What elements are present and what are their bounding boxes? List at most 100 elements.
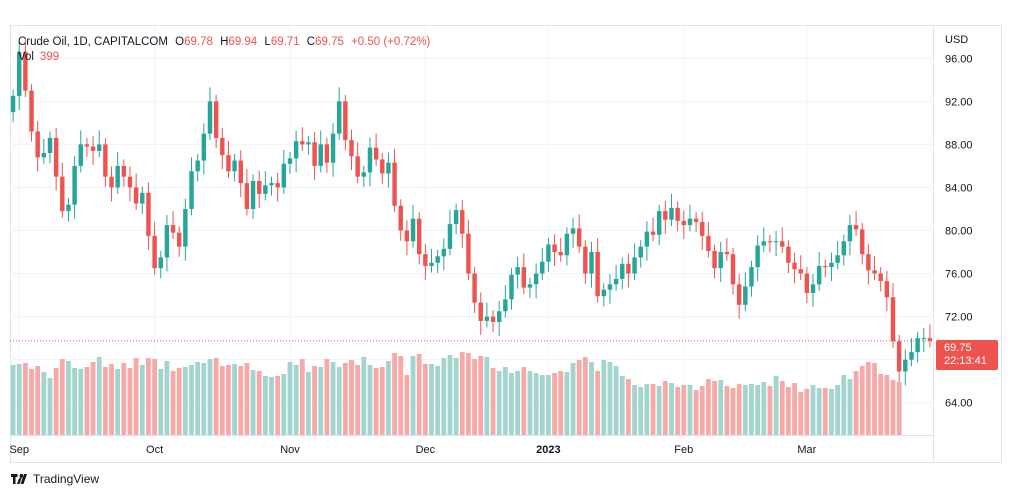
volume-bar [121, 363, 127, 435]
candle-body [503, 299, 508, 312]
y-tick-label: 92.00 [945, 96, 973, 108]
currency-label[interactable]: USD [945, 34, 969, 46]
candle-body [540, 261, 545, 274]
symbol-title[interactable]: Crude Oil, 1D, CAPITALCOM [18, 36, 168, 48]
candle-body [330, 133, 336, 163]
candle-body [810, 284, 816, 293]
volume-bar [109, 364, 114, 435]
candle-body [109, 176, 114, 188]
volume-bar [29, 369, 34, 435]
volume-bar [601, 360, 607, 435]
candle-body [244, 183, 250, 209]
candle-body [447, 224, 453, 249]
candle-body [570, 228, 576, 234]
candle-body [293, 141, 299, 159]
candle-body [903, 359, 908, 372]
volume-bar [552, 373, 557, 435]
candle-body [521, 267, 527, 288]
y-tick-label: 80.00 [945, 226, 973, 238]
candle-body [620, 263, 625, 279]
volume-bar [496, 371, 502, 435]
volume-bar [656, 386, 662, 435]
volume-bar [755, 385, 761, 435]
volume-bar [312, 366, 317, 435]
volume-bar [785, 387, 791, 435]
candle-body [152, 235, 157, 269]
volume-bar [527, 371, 533, 435]
volume-bar [10, 365, 16, 435]
volume-bar [349, 360, 354, 435]
brand-name: TradingView [33, 472, 100, 486]
candle-body [263, 185, 268, 194]
candle-body [743, 286, 748, 305]
tradingview-logo-icon [11, 474, 27, 484]
candle-body [115, 165, 120, 188]
candle-body [718, 252, 723, 269]
volume-bar [164, 361, 170, 435]
volume-bar [232, 364, 237, 435]
candle-body [183, 208, 188, 247]
volume-bar [207, 359, 213, 435]
candle-body [896, 341, 902, 372]
volume-bar [213, 358, 219, 435]
candle-body [207, 101, 213, 134]
candle-body [460, 210, 465, 234]
candle-body [509, 274, 514, 300]
candle-body [490, 316, 496, 322]
volume-bar [16, 364, 22, 435]
candle-body [552, 244, 557, 253]
volume-bar [244, 363, 250, 435]
volume-bar [761, 382, 767, 435]
price-chart[interactable]: 64.0068.0072.0076.0080.0084.0088.0092.00… [0, 0, 1012, 470]
volume-bar [742, 385, 748, 435]
volume-bar [546, 375, 551, 435]
volume-bar [22, 363, 28, 435]
candle-body [386, 162, 391, 174]
candle-body [195, 160, 200, 172]
x-tick-label: 2023 [536, 444, 560, 456]
x-tick-label: Sep [9, 444, 29, 456]
candle-body [232, 160, 237, 172]
footer-brand[interactable]: TradingView [10, 472, 99, 486]
low-label: L [264, 36, 271, 48]
candle-body [607, 284, 613, 290]
volume-bar [250, 370, 256, 435]
candle-body [349, 140, 354, 157]
candle-body [306, 142, 311, 145]
last-price: 69.75 [944, 342, 972, 354]
candle-body [595, 252, 600, 297]
volume-label[interactable]: Vol [18, 51, 34, 63]
candle-body [853, 225, 859, 230]
volume-bar [669, 383, 674, 435]
open-value: 69.78 [184, 36, 213, 48]
candle-body [170, 225, 176, 233]
candle-body [669, 207, 674, 220]
candle-body [576, 228, 582, 247]
bar-countdown: 22:13:41 [944, 355, 987, 367]
volume-bar [613, 366, 619, 435]
ohlc-legend: Crude Oil, 1D, CAPITALCOM O69.78 H69.94 … [18, 34, 430, 50]
candle-body [275, 183, 280, 188]
volume-bar [490, 368, 496, 435]
candle-body [127, 176, 133, 188]
candle-body [558, 252, 563, 256]
volume-bar [767, 386, 773, 435]
candle-body [53, 137, 59, 177]
volume-bar [195, 362, 201, 435]
candle-body [466, 233, 471, 274]
candle-body [681, 220, 687, 226]
volume-bar [638, 387, 644, 435]
candle-body [589, 252, 594, 274]
volume-bar [884, 375, 890, 435]
candle-body [256, 180, 262, 194]
volume-bar [392, 353, 397, 435]
volume-bar [558, 371, 564, 435]
volume-bar [293, 365, 299, 435]
candle-body [835, 255, 840, 263]
candle-body [10, 95, 16, 113]
volume-bar [466, 353, 471, 435]
volume-bar [306, 372, 311, 435]
volume-bar [681, 385, 687, 435]
open-label: O [175, 36, 185, 48]
candle-body [730, 254, 736, 285]
